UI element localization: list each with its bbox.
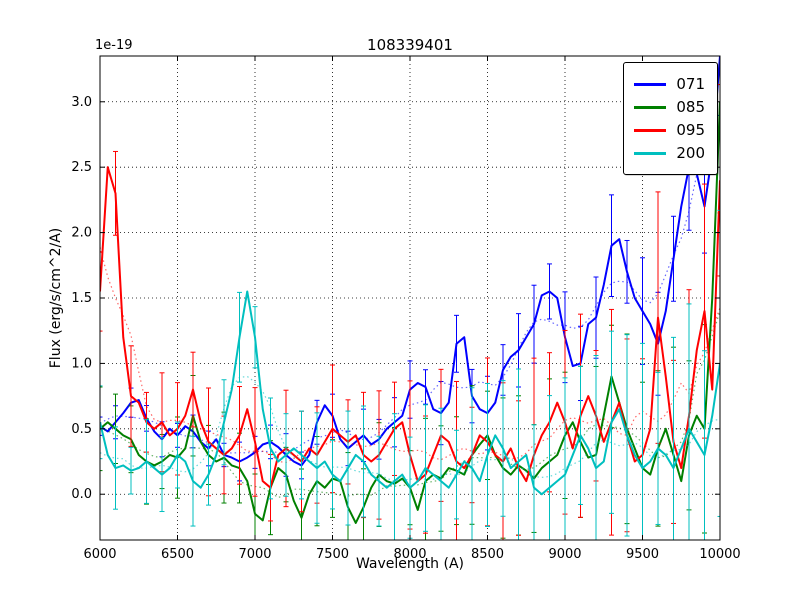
- x-tick-label: 9000: [548, 547, 581, 562]
- series-200-dotted-line: [100, 375, 720, 482]
- x-tick-label: 6500: [161, 547, 194, 562]
- tick-marks: [99, 56, 721, 540]
- legend-label-071: 071: [676, 75, 705, 93]
- y-tick-label: 2.5: [71, 160, 92, 175]
- y-tick-label: 3.0: [71, 95, 92, 110]
- y-tick-label: 0.5: [71, 422, 92, 437]
- legend-item-085: 085: [634, 98, 705, 116]
- legend-label-200: 200: [676, 144, 705, 162]
- y-axis-label: Flux (erg/s/cm^2/A): [48, 227, 64, 369]
- legend-item-200: 200: [634, 144, 705, 162]
- y-tick-label: 1.5: [71, 291, 92, 306]
- legend-item-095: 095: [634, 121, 705, 139]
- x-tick-label: 8000: [393, 547, 426, 562]
- legend-line-swatch-071: [634, 82, 667, 86]
- chart-title: 108339401: [367, 36, 453, 54]
- legend-item-071: 071: [634, 75, 705, 93]
- y-tick-label: 0.0: [71, 487, 92, 502]
- x-tick-label: 7000: [238, 547, 271, 562]
- x-tick-label: 8500: [471, 547, 504, 562]
- x-tick-label: 9500: [626, 547, 659, 562]
- x-axis-label: Wavelength (A): [355, 556, 464, 572]
- y-axis-offset-text: 1e-19: [95, 38, 133, 53]
- x-tick-label: 10000: [699, 547, 740, 562]
- legend-line-swatch-085: [634, 105, 667, 109]
- legend-line-swatch-200: [634, 151, 667, 155]
- legend-label-095: 095: [676, 121, 705, 139]
- series-085-dotted-line: [100, 310, 720, 499]
- legend: 071 085 095 200: [623, 62, 718, 175]
- legend-label-085: 085: [676, 98, 705, 116]
- x-tick-label: 6000: [83, 547, 116, 562]
- legend-line-swatch-095: [634, 128, 667, 132]
- y-tick-label: 1.0: [71, 356, 92, 371]
- y-tick-label: 2.0: [71, 226, 92, 241]
- series-200-line: [100, 290, 720, 496]
- x-tick-label: 7500: [316, 547, 349, 562]
